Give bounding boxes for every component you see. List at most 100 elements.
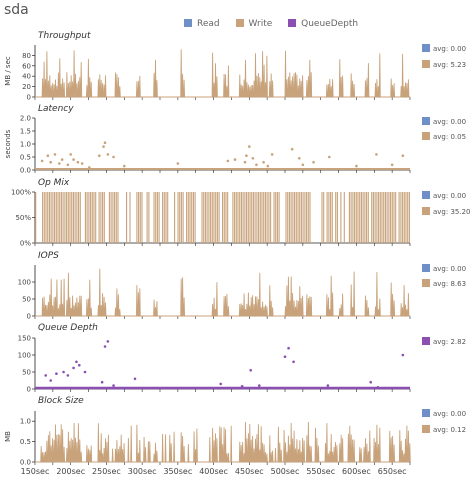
xtick-label: 400sec xyxy=(199,467,228,476)
data-point-latency xyxy=(57,162,61,165)
data-point-latency xyxy=(53,153,57,156)
avg-value: avg: 5.23 xyxy=(433,61,467,69)
xtick-label: 250sec xyxy=(92,467,121,476)
avg-swatch xyxy=(422,191,430,199)
avg-read-throughput: avg: 0.00 xyxy=(422,44,466,53)
ytick-label: 0 xyxy=(27,386,31,394)
data-point-queuedepth xyxy=(376,386,380,389)
data-point-latency xyxy=(390,163,394,167)
avg-swatch xyxy=(422,425,430,433)
ytick-label: 50% xyxy=(15,214,31,222)
data-point-queuedepth xyxy=(283,355,287,359)
ytick-label: 100 xyxy=(18,352,31,360)
avg-value: avg: 0.00 xyxy=(433,265,467,273)
avg-swatch xyxy=(422,409,430,417)
page-title: sda xyxy=(4,2,29,18)
legend-swatch-queuedepth xyxy=(288,19,297,27)
data-point-queuedepth xyxy=(287,346,290,350)
legend-item-read[interactable]: Read xyxy=(184,19,220,29)
avg-swatch xyxy=(422,264,430,272)
avg-value: avg: 0.00 xyxy=(433,118,467,126)
avg-read-iops: avg: 0.00 xyxy=(422,264,466,273)
legend-item-queuedepth[interactable]: QueueDepth xyxy=(288,19,358,29)
data-point-latency xyxy=(290,147,294,151)
data-point-latency xyxy=(375,153,378,156)
avg-swatch xyxy=(422,117,430,125)
data-point-queuedepth xyxy=(75,360,78,364)
avg-swatch xyxy=(422,207,430,215)
ytick-label: 2.0 xyxy=(20,115,31,123)
data-point-latency xyxy=(69,153,73,156)
data-point-latency xyxy=(66,163,70,167)
legend-swatch-write xyxy=(235,19,244,27)
data-point-queuedepth xyxy=(55,372,58,376)
data-point-latency xyxy=(49,160,53,164)
data-point-queuedepth xyxy=(112,384,115,387)
data-point-latency xyxy=(266,164,270,168)
data-point-queuedepth xyxy=(240,384,244,388)
data-point-queuedepth xyxy=(326,384,330,387)
data-point-latency xyxy=(112,155,115,159)
ytick-label: 1.0 xyxy=(20,418,31,426)
avg-write-throughput: avg: 5.23 xyxy=(422,60,466,69)
data-point-latency xyxy=(122,164,126,168)
data-point-latency xyxy=(262,160,265,164)
data-point-latency xyxy=(312,160,315,164)
data-point-latency xyxy=(327,155,331,159)
legend-label-read: Read xyxy=(197,19,220,29)
ytick-label: 0.0 xyxy=(20,167,31,175)
panel-title-latency: Latency xyxy=(38,104,74,114)
data-point-queuedepth xyxy=(401,353,405,357)
ytick-label: 50 xyxy=(22,296,31,304)
avg-swatch xyxy=(422,337,430,345)
avg-write-latency: avg: 0.05 xyxy=(422,132,466,141)
panel-title-opmix: Op Mix xyxy=(38,178,70,188)
avg-queuedepth: avg: 2.82 xyxy=(422,337,466,346)
data-point-latency xyxy=(102,145,105,148)
series-line-write-throughput xyxy=(35,49,411,98)
data-point-latency xyxy=(233,158,237,161)
data-point-latency xyxy=(226,159,230,163)
data-point-latency xyxy=(97,154,101,157)
ytick-label: 0.5 xyxy=(20,438,31,446)
data-point-latency xyxy=(76,160,80,164)
ylabel-blocksize: MB xyxy=(4,431,12,442)
data-point-queuedepth xyxy=(219,382,223,386)
data-point-queuedepth xyxy=(292,360,295,364)
ytick-label: 0 xyxy=(27,94,31,102)
data-point-queuedepth xyxy=(77,363,81,367)
avg-swatch xyxy=(422,44,430,52)
xtick-label: 300sec xyxy=(128,467,157,476)
ytick-label: 50 xyxy=(22,369,31,377)
legend-item-write[interactable]: Write xyxy=(235,19,272,29)
data-point-latency xyxy=(40,159,44,163)
panel-title-iops: IOPS xyxy=(38,251,59,261)
panel-title-blocksize: Block Size xyxy=(38,396,84,406)
data-point-queuedepth xyxy=(106,340,110,343)
avg-value: avg: 8.63 xyxy=(433,280,467,288)
data-point-queuedepth xyxy=(249,369,253,372)
xtick-label: 500sec xyxy=(271,467,300,476)
data-point-queuedepth xyxy=(66,374,70,377)
ytick-label: 0 xyxy=(27,313,31,321)
xtick-label: 150sec xyxy=(21,467,50,476)
data-point-latency xyxy=(297,157,301,160)
ylabel-throughput: MB / sec xyxy=(4,56,12,86)
avg-swatch xyxy=(422,60,430,68)
series-line-write-blocksize xyxy=(35,421,411,463)
series-line-write-opmix xyxy=(35,192,410,243)
data-point-queuedepth xyxy=(44,374,48,377)
data-point-latency xyxy=(270,153,274,156)
ytick-label: 0% xyxy=(20,240,31,248)
data-point-latency xyxy=(176,162,180,165)
xtick-label: 450sec xyxy=(235,467,264,476)
avg-value: avg: 0.00 xyxy=(433,410,467,418)
avg-write-opmix: avg: 35.20 xyxy=(422,207,471,216)
data-point-queuedepth xyxy=(72,366,75,370)
data-point-latency xyxy=(355,164,358,168)
data-point-queuedepth xyxy=(369,380,373,384)
ytick-label: 20 xyxy=(22,83,31,91)
data-point-latency xyxy=(80,162,84,165)
data-point-queuedepth xyxy=(100,380,104,384)
series-line-write-iops xyxy=(35,268,411,317)
